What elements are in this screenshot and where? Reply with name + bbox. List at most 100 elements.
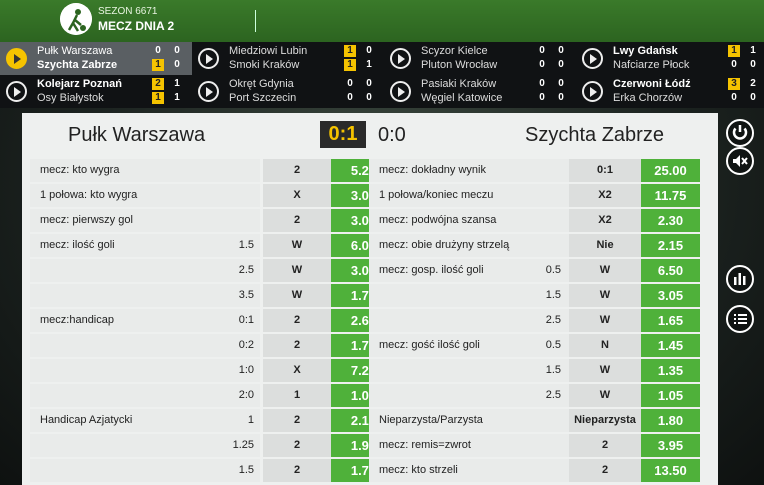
home-team-name: Pułk Warszawa [68, 124, 206, 146]
away-halftime: 1 [174, 92, 180, 103]
market-label [369, 359, 569, 382]
market-label [30, 259, 240, 282]
home-halftime: 2 [750, 78, 756, 89]
home-team: Miedziowi Lubin [229, 45, 308, 57]
away-halftime: 0 [174, 59, 180, 70]
mute-icon[interactable] [726, 147, 754, 175]
away-score: 0 [539, 59, 545, 70]
market-param [539, 234, 565, 257]
stats-icon[interactable] [726, 265, 754, 293]
market-pick: 2 [263, 209, 331, 232]
odd-button[interactable]: 3.95 [641, 434, 700, 457]
top-bar: SEZON 6671 MECZ DNIA 2 [0, 0, 764, 42]
halftime-score: 0:0 [378, 124, 406, 146]
market-param: 2.5 [210, 259, 260, 282]
odd-button[interactable]: 11.75 [641, 184, 700, 207]
list-icon[interactable] [726, 305, 754, 333]
market-label [369, 384, 569, 407]
away-team: Szychta Zabrze [37, 59, 118, 71]
live-game[interactable]: Pasiaki Kraków Węgiel Katowice 0 0 0 0 [384, 75, 576, 108]
odd-button[interactable]: 2.15 [641, 234, 700, 257]
home-halftime: 0 [558, 78, 564, 89]
home-team: Pułk Warszawa [37, 45, 113, 57]
play-icon[interactable] [582, 81, 603, 102]
market-label [30, 459, 240, 482]
market-label: mecz: kto wygra [30, 159, 240, 182]
market-label: Handicap Azjatycki [30, 409, 240, 432]
home-team: Scyzor Kielce [421, 45, 488, 57]
away-score: 0 [347, 92, 353, 103]
away-team: Osy Białystok [37, 92, 104, 104]
market-pick: 0:1 [569, 159, 641, 182]
live-game[interactable]: Kolejarz Poznań Osy Białystok 2 1 1 1 [0, 75, 192, 108]
market-label: mecz: gość ilość goli [369, 334, 569, 357]
market-param [539, 459, 565, 482]
market-label: mecz: podwójna szansa [369, 209, 569, 232]
market-pick: 2 [263, 309, 331, 332]
market-param [539, 409, 565, 432]
market-pick: W [263, 234, 331, 257]
divider [255, 10, 256, 32]
odd-button[interactable]: 3.05 [641, 284, 700, 307]
market-param [539, 434, 565, 457]
live-game[interactable]: Miedziowi Lubin Smoki Kraków 1 0 1 1 [192, 42, 384, 75]
away-halftime: 0 [558, 92, 564, 103]
play-icon[interactable] [6, 48, 27, 69]
market-label: mecz: gosp. ilość goli [369, 259, 569, 282]
live-game[interactable]: Pułk Warszawa Szychta Zabrze 0 0 1 0 [0, 42, 192, 75]
power-icon[interactable] [726, 119, 754, 147]
play-icon[interactable] [198, 81, 219, 102]
market-param: 0.5 [539, 259, 565, 282]
away-team: Smoki Kraków [229, 59, 300, 71]
market-param: 2.5 [539, 309, 565, 332]
live-scores-strip: Pułk Warszawa Szychta Zabrze 0 0 1 0 Mie… [0, 42, 764, 108]
play-icon[interactable] [390, 48, 411, 69]
market-param [539, 209, 565, 232]
home-score: 3 [728, 78, 740, 90]
away-score: 1 [152, 92, 164, 104]
away-halftime: 0 [558, 59, 564, 70]
odd-button[interactable]: 1.80 [641, 409, 700, 432]
market-label [30, 434, 240, 457]
market-param: 1.25 [210, 434, 260, 457]
home-score: 1 [728, 45, 740, 57]
away-team: Nafciarze Płock [613, 59, 690, 71]
live-game[interactable]: Okręt Gdynia Port Szczecin 0 0 0 0 [192, 75, 384, 108]
odd-button[interactable]: 1.65 [641, 309, 700, 332]
market-param [539, 184, 565, 207]
home-score: 1 [344, 45, 356, 57]
market-label: 1 połowa: kto wygra [30, 184, 240, 207]
away-halftime: 0 [750, 59, 756, 70]
live-game[interactable]: Lwy Gdańsk Nafciarze Płock 1 1 0 0 [576, 42, 764, 75]
odd-button[interactable]: 25.00 [641, 159, 700, 182]
market-param: 1.5 [210, 234, 260, 257]
odd-button[interactable]: 1.35 [641, 359, 700, 382]
market-pick: Nie [569, 234, 641, 257]
away-team: Port Szczecin [229, 92, 297, 104]
live-game[interactable]: Czerwoni Łódź Erka Chorzów 3 2 0 0 [576, 75, 764, 108]
away-score: 1 [152, 59, 164, 71]
play-icon[interactable] [390, 81, 411, 102]
live-game[interactable]: Scyzor Kielce Pluton Wrocław 0 0 0 0 [384, 42, 576, 75]
odd-button[interactable]: 1.45 [641, 334, 700, 357]
market-param [539, 159, 565, 182]
play-icon[interactable] [582, 48, 603, 69]
odd-button[interactable]: 2.30 [641, 209, 700, 232]
market-label: mecz:handicap [30, 309, 240, 332]
home-halftime: 1 [750, 45, 756, 56]
away-halftime: 0 [750, 92, 756, 103]
away-halftime: 0 [366, 92, 372, 103]
odd-button[interactable]: 13.50 [641, 459, 700, 482]
play-icon[interactable] [198, 48, 219, 69]
odd-button[interactable]: 6.50 [641, 259, 700, 282]
play-icon[interactable] [6, 81, 27, 102]
home-score: 0 [539, 78, 545, 89]
market-param [210, 159, 260, 182]
home-score: 2 [152, 78, 164, 90]
home-team: Pasiaki Kraków [421, 78, 497, 90]
away-team: Węgiel Katowice [421, 92, 503, 104]
odd-button[interactable]: 1.05 [641, 384, 700, 407]
market-pick: 2 [569, 459, 641, 482]
home-team: Czerwoni Łódź [613, 78, 691, 90]
market-pick: 2 [263, 334, 331, 357]
